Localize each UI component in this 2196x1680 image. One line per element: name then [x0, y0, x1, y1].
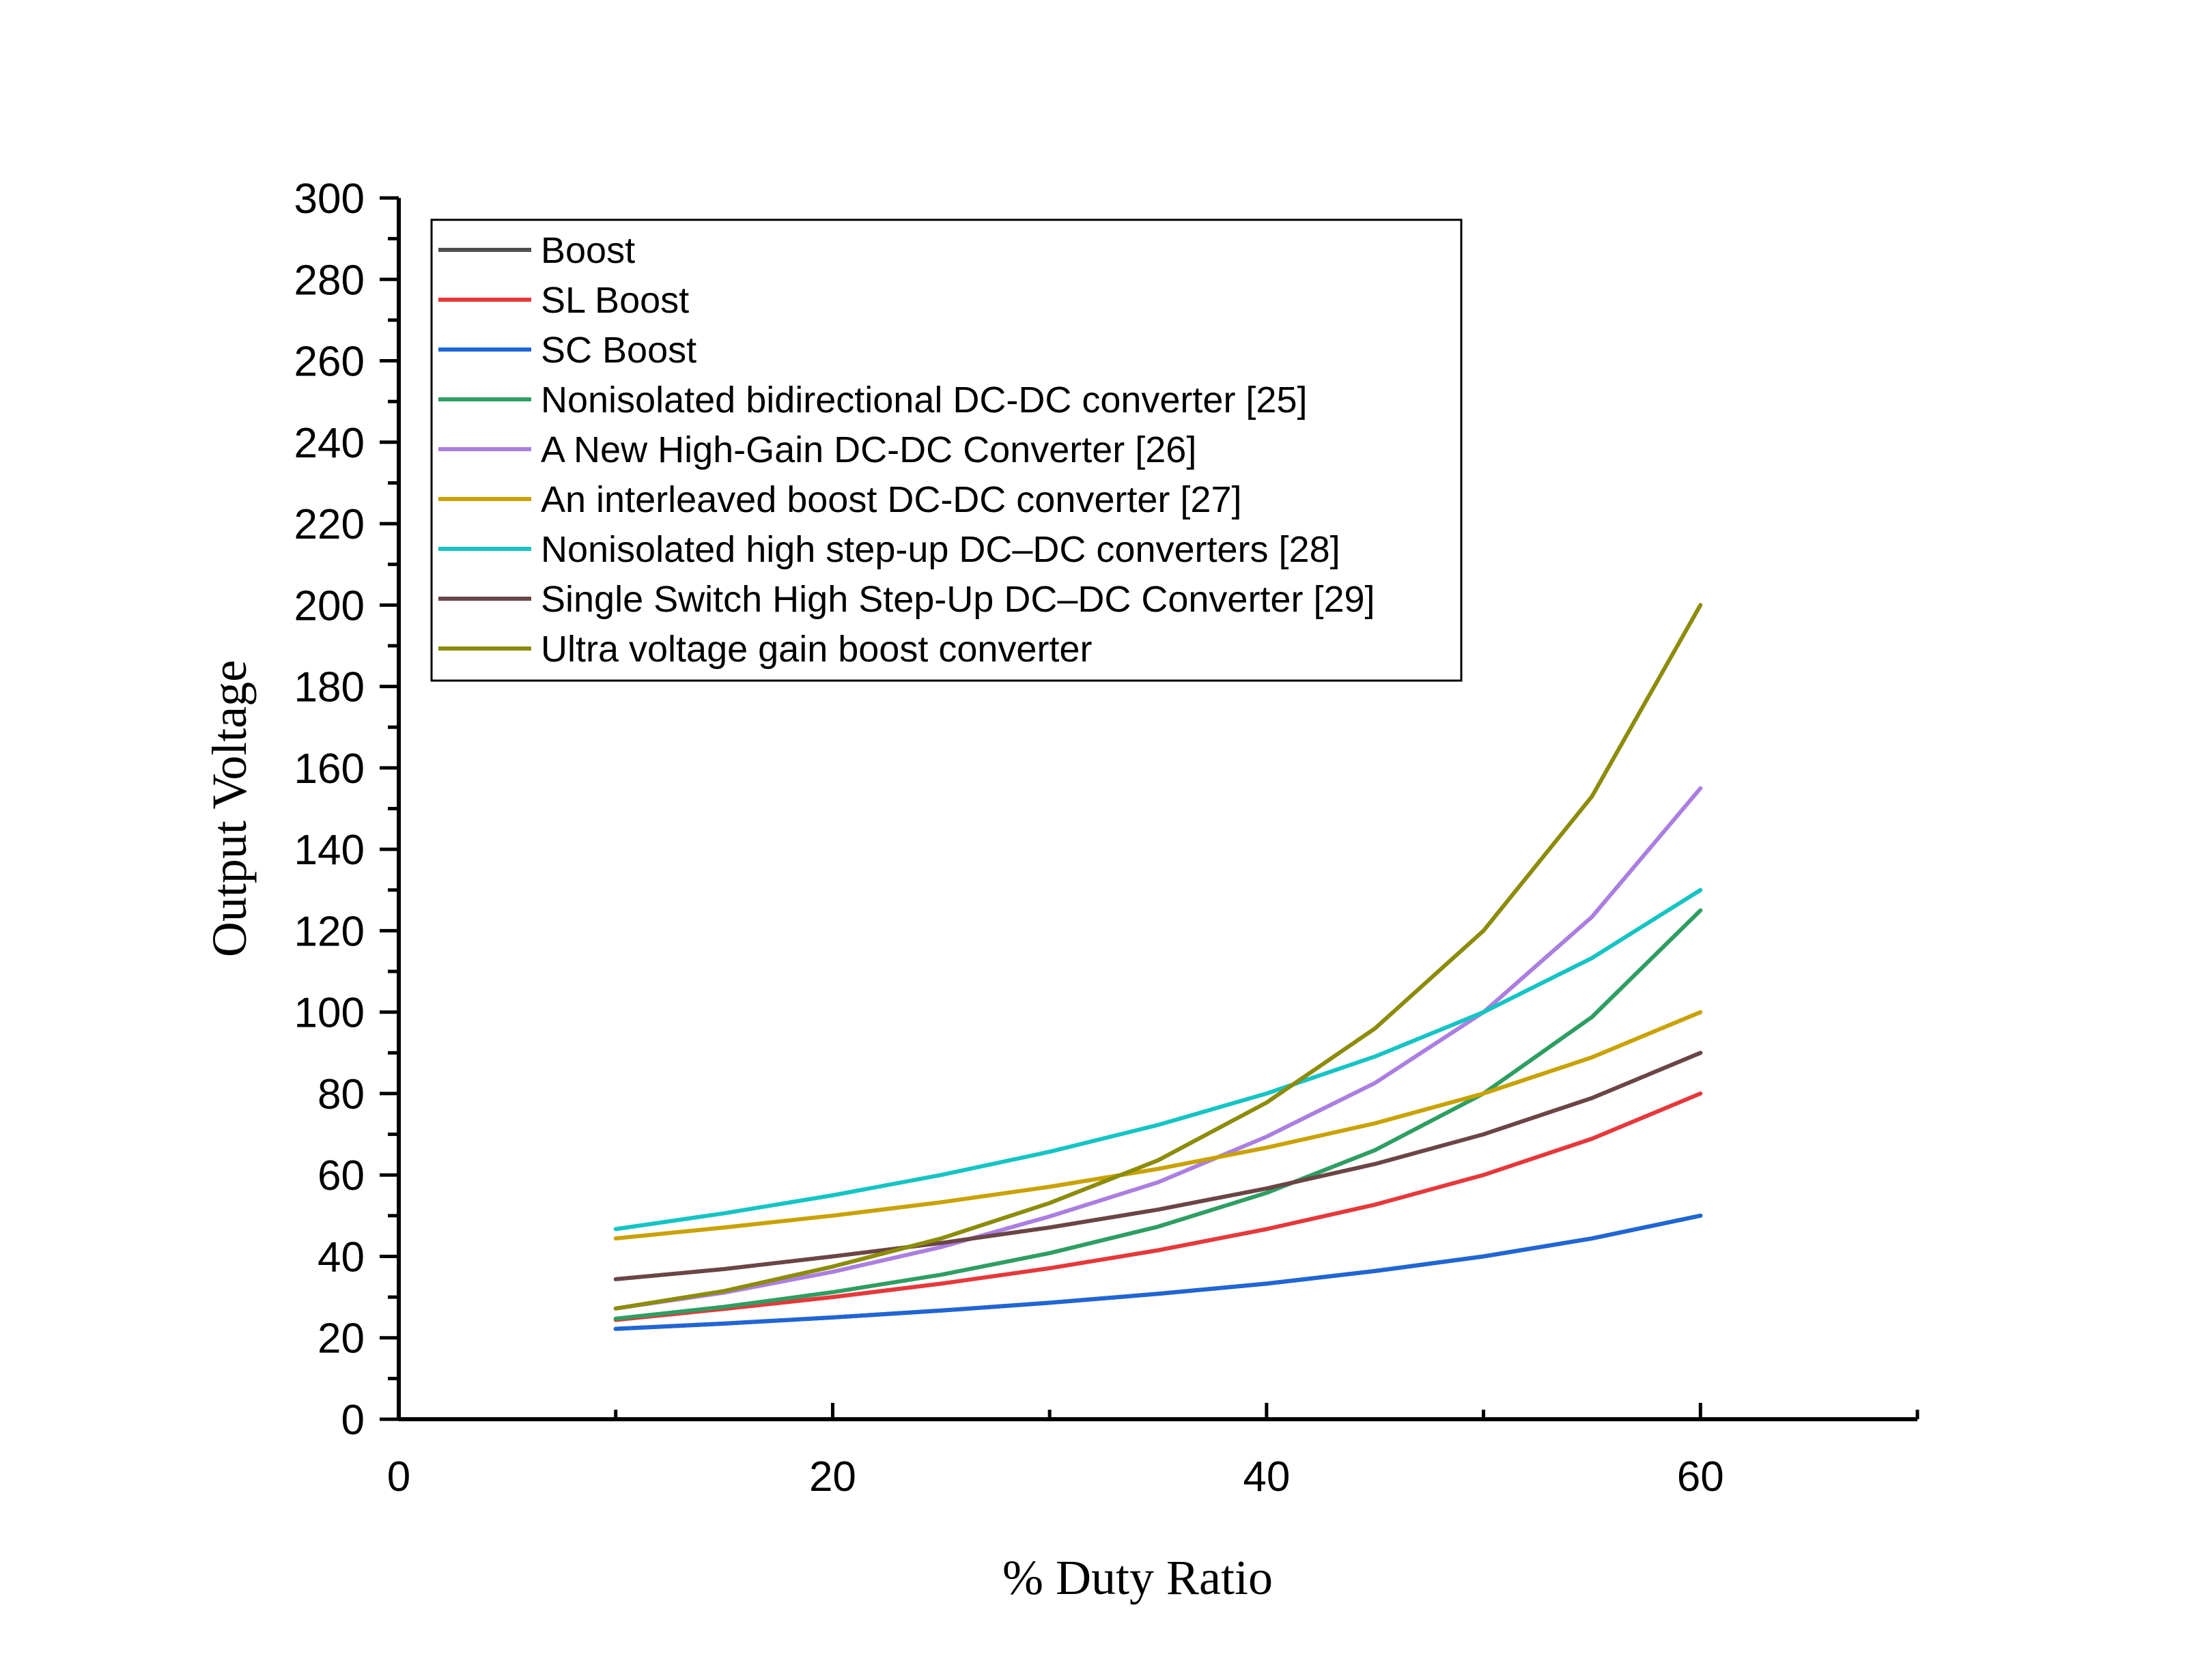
- legend-label: Boost: [541, 230, 635, 271]
- series-line-7: [613, 887, 1703, 1231]
- y-tick-label: 200: [294, 582, 365, 629]
- legend-label: SC Boost: [541, 330, 696, 371]
- series-line-2: [613, 1091, 1703, 1322]
- x-tick-label: 40: [1243, 1453, 1290, 1500]
- x-tick-label: 60: [1677, 1453, 1724, 1500]
- x-tick-label: 20: [809, 1453, 856, 1500]
- plot-series: [613, 603, 1703, 1331]
- series-line-1: [613, 1213, 1703, 1331]
- series-line-3: [613, 1213, 1703, 1331]
- x-axis: 0 20 40 60: [387, 1403, 1919, 1500]
- y-axis-title: Output Voltage: [202, 660, 257, 957]
- y-tick-label: 0: [341, 1397, 365, 1444]
- x-axis-title: % Duty Ratio: [1002, 1550, 1273, 1605]
- y-tick-label: 100: [294, 990, 365, 1037]
- y-tick-label: 240: [294, 420, 365, 467]
- y-axis: 0 20 40 60 80 100 120 140 160 180 200 220 240 260 280 3…: [294, 175, 401, 1444]
- legend-box: [430, 218, 1463, 682]
- series-line-9: [613, 603, 1703, 1311]
- y-tick-label: 140: [294, 827, 365, 874]
- y-tick-label: 60: [318, 1152, 365, 1199]
- y-tick-label: 20: [318, 1315, 365, 1363]
- legend-label: Single Switch High Step-Up DC–DC Convert…: [541, 579, 1375, 620]
- y-tick-label: 180: [294, 664, 365, 711]
- y-tick-label: 40: [318, 1234, 365, 1281]
- y-tick-label: 120: [294, 908, 365, 955]
- legend: Boost SL Boost SC Boost Nonisolated bidirec…: [430, 218, 1463, 682]
- y-tick-label: 300: [294, 175, 365, 223]
- series-line-6: [613, 1010, 1703, 1241]
- legend-label: Nonisolated bidirectional DC-DC converte…: [541, 380, 1308, 421]
- series-line-4: [613, 908, 1703, 1321]
- series-line-5: [613, 786, 1703, 1311]
- y-tick-label: 80: [318, 1071, 365, 1118]
- legend-label: SL Boost: [541, 280, 689, 321]
- series-line-8: [613, 1051, 1703, 1281]
- y-tick-label: 280: [294, 257, 365, 304]
- y-tick-label: 260: [294, 339, 365, 386]
- legend-label: Nonisolated high step-up DC–DC converter…: [541, 529, 1340, 570]
- x-tick-label: 0: [387, 1453, 410, 1500]
- legend-label: Ultra voltage gain boost converter: [541, 629, 1092, 670]
- y-tick-label: 220: [294, 501, 365, 548]
- legend-label: A New High-Gain DC-DC Converter [26]: [541, 429, 1196, 470]
- legend-label: An interleaved boost DC-DC converter [27…: [541, 479, 1241, 520]
- y-tick-label: 160: [294, 745, 365, 793]
